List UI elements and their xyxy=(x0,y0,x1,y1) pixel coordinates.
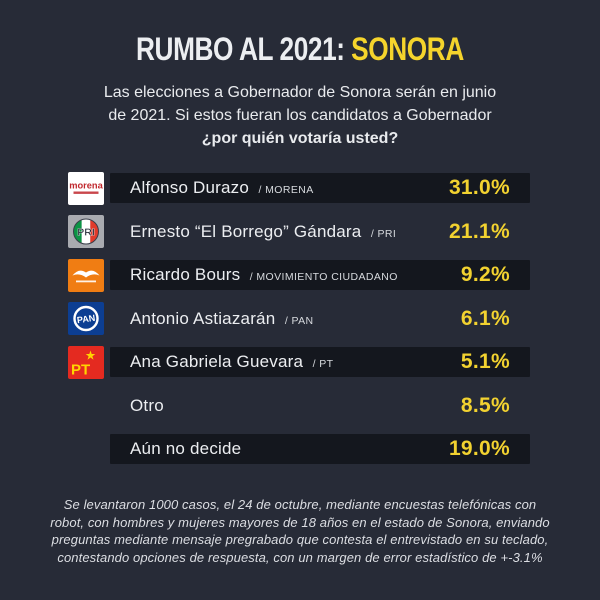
result-percentage: 5.1% xyxy=(460,350,510,373)
result-row-morena: morena Alfonso Durazo / MORENA 31.0% xyxy=(68,171,530,205)
row-highlight-bar xyxy=(110,260,530,290)
row-highlight-bar xyxy=(110,173,530,203)
party-tag: / PAN xyxy=(284,314,314,327)
candidate-label: Antonio Astiazarán / PAN xyxy=(130,304,313,334)
morena-party-logo-icon: morena xyxy=(68,171,104,205)
candidate-label: Otro xyxy=(130,391,164,421)
candidate-label: Ana Gabriela Guevara / PT xyxy=(130,347,333,377)
result-percentage: 6.1% xyxy=(460,306,510,330)
svg-text:PT: PT xyxy=(71,361,90,378)
poll-question: ¿por quién votaría usted? xyxy=(201,130,399,147)
result-row-otro: Otro 8.5% xyxy=(68,391,530,421)
candidate-name: Antonio Astiazarán xyxy=(130,308,276,328)
party-tag: / MOVIMIENTO CIUDADANO xyxy=(249,271,398,283)
row-highlight-bar xyxy=(110,434,530,464)
intro-line-2: de 2021. Si estos fueran los candidatos … xyxy=(108,106,492,124)
result-percentage: 9.2% xyxy=(460,263,510,286)
pt-party-logo-icon: PT xyxy=(68,345,104,379)
methodology-line-2: robot, con hombres y mujeres mayores de … xyxy=(50,514,550,530)
candidate-label: Alfonso Durazo / MORENA xyxy=(130,173,314,203)
svg-text:morena: morena xyxy=(69,180,103,190)
svg-text:PAN: PAN xyxy=(76,313,96,325)
party-tag: / PT xyxy=(312,358,334,370)
candidate-name: Ernesto “El Borrego” Gándara xyxy=(130,221,362,241)
result-percentage: 31.0% xyxy=(448,176,510,199)
movimiento-ciudadano-party-logo-icon xyxy=(68,258,104,292)
methodology-line-1: Se levantaron 1000 casos, el 24 de octub… xyxy=(63,497,537,512)
result-row-pan: PAN Antonio Astiazarán / PAN 6.1% xyxy=(68,302,530,335)
pan-party-logo-icon: PAN xyxy=(68,302,104,335)
svg-text:PRI: PRI xyxy=(77,227,95,239)
row-highlight-bar xyxy=(110,347,530,377)
methodology-line-3: preguntas mediante mensaje pregrabado qu… xyxy=(51,532,549,547)
result-row-movimiento-ciudadano: Ricardo Bours / MOVIMIENTO CIUDADANO 9.2… xyxy=(68,258,530,292)
candidate-name: Aún no decide xyxy=(130,439,242,458)
candidate-name: Ricardo Bours xyxy=(130,265,241,284)
intro-block: Las elecciones a Gobernador de Sonora se… xyxy=(0,82,600,151)
candidate-name: Ana Gabriela Guevara xyxy=(130,352,304,371)
title-accent-text: SONORA xyxy=(351,31,464,67)
candidate-label: Aún no decide xyxy=(130,434,241,464)
methodology-line-4: contestando opciones de respuesta, con u… xyxy=(57,549,543,565)
intro-line-1: Las elecciones a Gobernador de Sonora se… xyxy=(103,84,497,101)
candidate-name: Otro xyxy=(130,395,164,415)
candidate-label: Ernesto “El Borrego” Gándara / PRI xyxy=(130,217,396,247)
party-tag: / MORENA xyxy=(258,184,314,196)
title-main-text: RUMBO AL 2021: xyxy=(136,31,345,67)
candidate-label: Ricardo Bours / MOVIMIENTO CIUDADANO xyxy=(130,260,398,290)
result-row-pt: PT Ana Gabriela Guevara / PT 5.1% xyxy=(68,345,530,379)
result-row-pri: PRI Ernesto “El Borrego” Gándara / PRI 2… xyxy=(68,215,530,248)
methodology-note: Se levantaron 1000 casos, el 24 de octub… xyxy=(30,496,570,566)
result-row-aun-no-decide: Aún no decide 19.0% xyxy=(68,434,530,464)
page-title: RUMBO AL 2021: SONORA xyxy=(0,31,600,68)
result-percentage: 21.1% xyxy=(448,219,510,243)
result-percentage: 19.0% xyxy=(448,437,510,460)
result-percentage: 8.5% xyxy=(460,393,510,417)
results-list: morena Alfonso Durazo / MORENA 31.0% xyxy=(68,171,530,478)
party-tag: / PRI xyxy=(370,227,397,240)
candidate-name: Alfonso Durazo xyxy=(130,178,250,197)
pri-party-logo-icon: PRI xyxy=(68,215,104,248)
